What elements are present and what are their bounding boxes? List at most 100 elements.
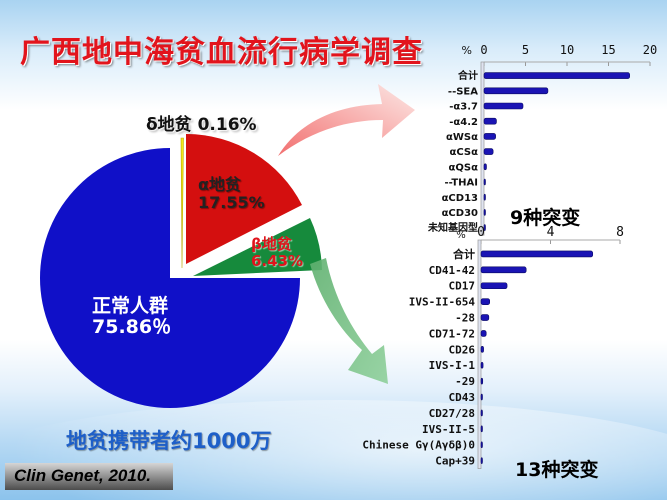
bar-category-label: CD17 — [449, 280, 476, 293]
citation-box: Clin Genet, 2010. — [5, 463, 173, 490]
bar-row: IVS-I-1 — [429, 359, 484, 372]
slide-title: 广西地中海贫血流行病学调查 — [20, 35, 423, 70]
bar-category-label: CD41-42 — [429, 264, 475, 277]
bar-category-label: 合计 — [453, 247, 475, 261]
bar — [483, 178, 486, 186]
bar-row: αQSα — [449, 162, 487, 173]
x-tick-label: 5 — [522, 43, 529, 57]
x-axis-unit: % — [462, 44, 472, 57]
bar — [480, 457, 483, 464]
bar-category-label: --THAI — [445, 178, 478, 189]
pie-label-normal-name: 正常人群 — [92, 295, 169, 317]
bar — [483, 193, 486, 201]
pie-label-alpha-name: α地贫 — [198, 175, 241, 194]
bar-category-label: 合计 — [457, 69, 478, 82]
arrow-to-alpha-chart-icon — [278, 84, 415, 156]
bar-category-label: 未知基因型 — [427, 221, 478, 234]
bar-row: αWSα — [446, 132, 496, 143]
bar — [480, 250, 594, 258]
pie-label-normal: 正常人群 75.86％ — [92, 296, 171, 338]
bar-category-label: αCSα — [450, 147, 479, 158]
pie-label-beta-value: 6.43% — [251, 251, 304, 270]
bar-row: αCD13 — [442, 193, 486, 204]
bar-row: CD17 — [449, 280, 508, 293]
bar-row: IVS-II-654 — [409, 296, 490, 309]
bar-category-label: CD71-72 — [429, 327, 475, 340]
bar — [483, 163, 487, 171]
bar — [480, 282, 508, 290]
bar — [483, 209, 486, 216]
bar-category-label: Cap+39 — [435, 455, 475, 468]
pie-slice-alpha — [186, 133, 302, 264]
beta-mutation-count-label: 13种突变 — [515, 459, 599, 481]
bar-row: 未知基因型 — [427, 221, 486, 234]
pie-label-beta-name: β地贫 — [251, 235, 292, 253]
bar-category-label: CD26 — [449, 343, 476, 356]
x-tick-label: 4 — [547, 225, 555, 240]
alpha-mutation-count-label: 9种突变 — [510, 207, 581, 229]
bar-category-label: CD43 — [449, 391, 476, 404]
bar-row: Chinese Gγ(Aγδβ)0 — [362, 439, 483, 452]
x-tick-label: 0 — [477, 225, 485, 240]
bar-category-label: -29 — [455, 375, 475, 388]
bar-row: CD26 — [449, 343, 484, 356]
bar-category-label: Chinese Gγ(Aγδβ)0 — [362, 439, 475, 452]
bar-category-label: αQSα — [449, 162, 479, 173]
pie-chart: δ地贫 0.16% α地贫 17.55% β地贫 6.43% 正常人群 75.8… — [0, 0, 415, 440]
bar-row: 合计 — [457, 69, 630, 82]
pie-chart-graphic — [40, 133, 322, 408]
bar — [480, 298, 490, 305]
bar-row: --SEA — [448, 86, 549, 97]
bar-row: αCD30 — [442, 208, 486, 219]
bar-row: CD41-42 — [429, 264, 527, 277]
bar-row: --THAI — [445, 178, 486, 189]
bar-category-label: --SEA — [448, 86, 478, 97]
bar-category-label: -α4.2 — [449, 117, 478, 128]
beta-mutation-bar-chart: 0 4 8% 合计 CD41-42 CD17 IVS-II-654 -28 CD71-72 CD2… — [360, 222, 660, 490]
bar-row: IVS-II-5 — [422, 423, 483, 436]
alpha-mutation-bar-chart: 0 5 10 15 20% 合计 --SEA -α3.7 -α4.2 αWSα αCSα αQSα --… — [395, 38, 667, 238]
bar — [480, 377, 484, 385]
bar-category-label: IVS-II-5 — [422, 423, 475, 436]
x-tick-label: 10 — [560, 43, 574, 57]
bar — [480, 393, 483, 401]
arrow-to-beta-chart-icon — [310, 258, 388, 384]
alpha-bar-chart-graphic: 0 5 10 15 20% 合计 --SEA -α3.7 -α4.2 αWSα αCSα αQSα --… — [427, 43, 657, 236]
bar — [483, 72, 630, 79]
bar-category-label: αCD13 — [442, 193, 478, 204]
bar-row: CD43 — [449, 391, 483, 404]
pie-slice-beta — [193, 218, 322, 276]
bar-category-label: -α3.7 — [449, 102, 478, 113]
x-tick-label: 8 — [616, 225, 624, 240]
bar-category-label: IVS-II-654 — [409, 296, 476, 309]
bar — [480, 314, 490, 321]
bar-row: -28 — [455, 312, 490, 325]
bar — [480, 425, 483, 433]
carrier-count-note: 地贫携带者约1000万 — [66, 429, 272, 453]
bar — [483, 117, 497, 125]
bar — [483, 87, 549, 95]
bar — [480, 409, 483, 417]
pie-label-delta: δ地贫 0.16% — [146, 115, 257, 135]
bar-row: CD71-72 — [429, 327, 487, 340]
pie-label-alpha-value: 17.55% — [198, 192, 265, 212]
bar-row: -29 — [455, 375, 484, 388]
bar — [480, 361, 484, 369]
pie-label-normal-value: 75.86％ — [92, 315, 172, 338]
bar-row: 合计 — [453, 247, 594, 261]
bar — [480, 346, 484, 353]
bar — [480, 330, 487, 337]
x-tick-label: 20 — [643, 43, 657, 57]
bar-category-label: αCD30 — [442, 208, 478, 219]
pie-label-alpha: α地贫 17.55% — [198, 176, 265, 211]
bar — [483, 102, 524, 110]
bar-row: -α4.2 — [449, 117, 497, 128]
x-axis-unit: % — [456, 230, 466, 241]
x-tick-label: 0 — [480, 43, 487, 57]
bar-row: Cap+39 — [435, 455, 483, 468]
bar-row: CD27/28 — [429, 407, 483, 420]
bar-row: αCSα — [450, 147, 494, 158]
bar-category-label: -28 — [455, 312, 475, 325]
bar — [483, 224, 486, 231]
x-tick-label: 15 — [601, 43, 615, 57]
